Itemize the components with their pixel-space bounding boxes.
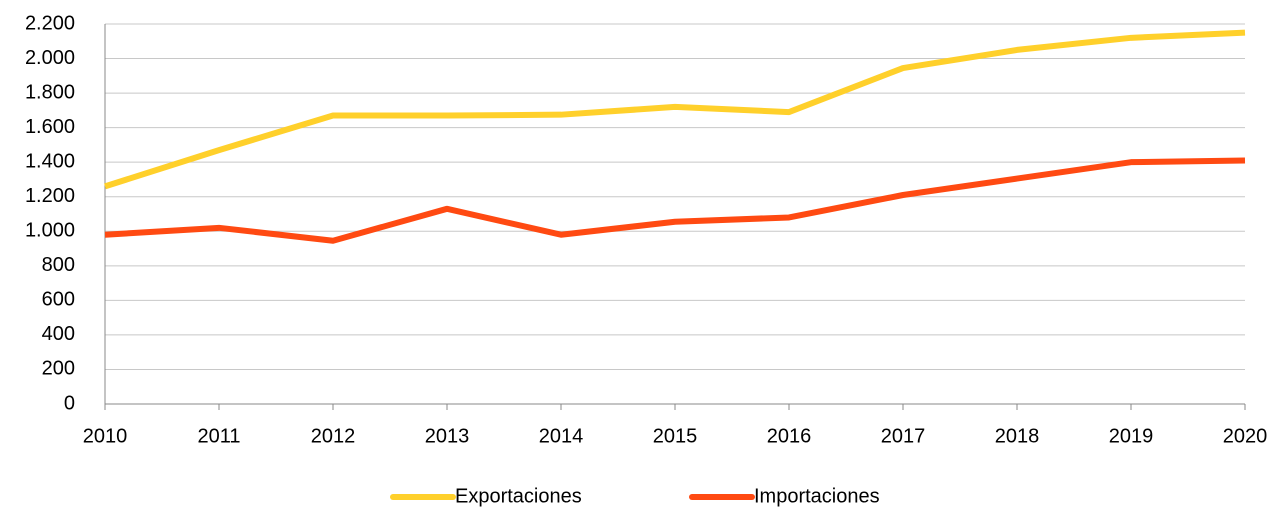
- x-tick-label: 2014: [539, 425, 584, 447]
- x-tick-label: 2020: [1223, 425, 1268, 447]
- y-tick-label: 800: [42, 254, 75, 276]
- y-tick-label: 1.200: [25, 185, 75, 207]
- x-tick-label: 2018: [995, 425, 1040, 447]
- y-tick-label: 1.800: [25, 81, 75, 103]
- y-tick-label: 1.000: [25, 220, 75, 242]
- y-tick-label: 400: [42, 323, 75, 345]
- x-tick-label: 2015: [653, 425, 698, 447]
- y-tick-label: 1.600: [25, 116, 75, 138]
- legend-label: Exportaciones: [455, 485, 582, 507]
- x-tick-label: 2010: [83, 425, 128, 447]
- x-tick-label: 2011: [197, 425, 240, 447]
- y-tick-label: 1.400: [25, 150, 75, 172]
- series-line: [104, 29, 1246, 190]
- y-tick-label: 600: [42, 289, 75, 311]
- y-tick-label: 2.000: [25, 47, 75, 69]
- x-tick-label: 2016: [767, 425, 812, 447]
- x-tick-label: 2019: [1109, 425, 1154, 447]
- y-tick-label: 200: [42, 358, 75, 380]
- series-line: [104, 157, 1246, 244]
- legend-label: Importaciones: [754, 485, 880, 507]
- y-tick-label: 2.200: [25, 12, 75, 34]
- x-tick-label: 2017: [881, 425, 926, 447]
- x-tick-label: 2013: [425, 425, 470, 447]
- x-tick-label: 2012: [311, 425, 356, 447]
- y-tick-label: 0: [64, 392, 75, 414]
